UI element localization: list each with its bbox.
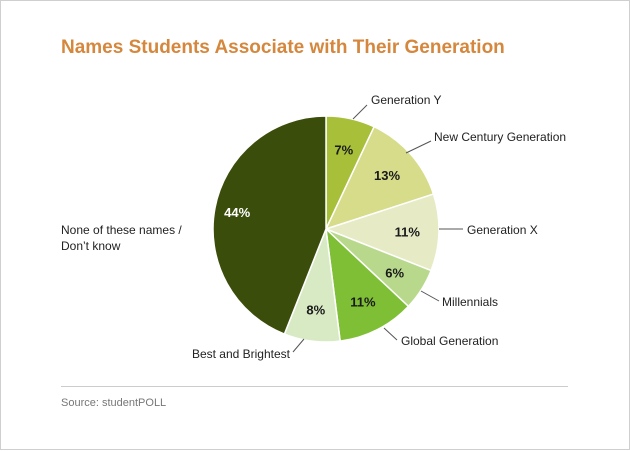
pie-slice-6: [212, 115, 327, 336]
leader-line: [352, 104, 368, 120]
slice-value-label: 13%: [374, 168, 400, 183]
pie-slice-2: [323, 193, 440, 272]
pie-slice-4: [324, 227, 410, 342]
slice-category-label: None of these names / Don’t know: [61, 223, 182, 253]
slice-category-label: Generation X: [467, 223, 538, 237]
leader-line: [420, 290, 440, 302]
slice-category-label: Best and Brightest: [192, 347, 291, 361]
slice-value-label: 44%: [224, 205, 250, 220]
leader-line: [383, 327, 398, 341]
slice-value-label: 11%: [350, 294, 376, 309]
slice-value-label: 8%: [306, 303, 325, 318]
divider-line: [61, 386, 568, 387]
source-note: Source: studentPOLL: [61, 397, 167, 409]
slice-category-label: Generation Y: [371, 93, 442, 107]
slice-value-label: 7%: [334, 143, 353, 158]
slice-category-label: Millennials: [442, 295, 498, 309]
leader-line: [405, 140, 432, 154]
slice-category-label: Global Generation: [401, 334, 498, 348]
slice-category-label: New Century Generation: [434, 130, 566, 144]
slice-value-label: 6%: [385, 266, 404, 281]
chart-title: Names Students Associate with Their Gene…: [61, 37, 505, 58]
leader-line: [292, 338, 305, 353]
slice-value-label: 11%: [395, 225, 421, 240]
